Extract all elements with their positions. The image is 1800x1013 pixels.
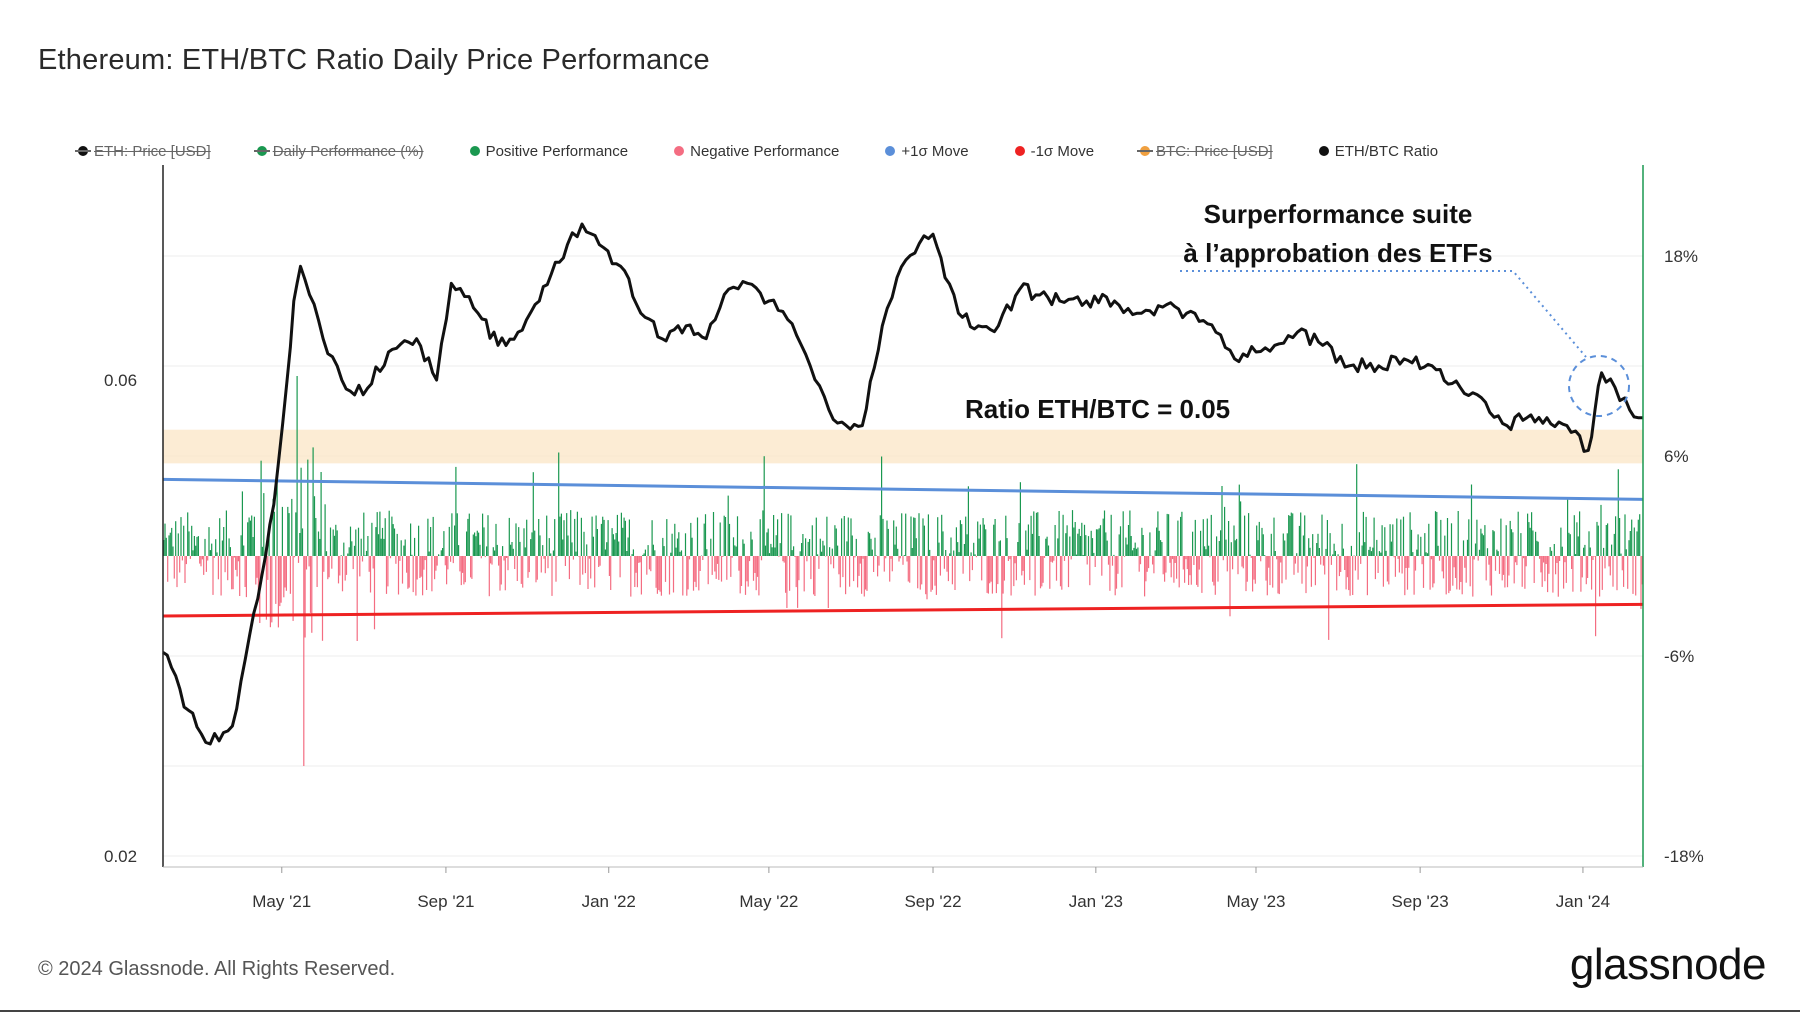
x-axis-ticks: May '21 Sep '21 Jan '22 May '22 Sep '22 Jan '…: [252, 867, 1610, 911]
right-tick-label: -18%: [1664, 847, 1704, 866]
left-tick-label: 0.02: [104, 847, 137, 866]
legend-item-eth-btc-ratio[interactable]: ETH/BTC Ratio: [1318, 142, 1439, 160]
right-tick-label: 6%: [1664, 447, 1689, 466]
legend-label: ETH: Price [USD]: [94, 142, 211, 160]
legend-swatch: [1318, 146, 1329, 156]
left-axis-ticks: 0.06 0.02: [104, 371, 137, 866]
legend-item-daily-performance[interactable]: Daily Performance (%): [253, 142, 424, 160]
etf-leader-line: [1180, 270, 1587, 358]
right-tick-label: 18%: [1664, 247, 1698, 266]
legend-swatch: [674, 146, 685, 156]
legend-item-btc-price[interactable]: BTC: Price [USD]: [1137, 142, 1273, 160]
ratio-annotation: Ratio ETH/BTC = 0.05: [965, 394, 1230, 424]
copyright: © 2024 Glassnode. All Rights Reserved.: [38, 958, 396, 980]
legend-swatch: [1137, 146, 1154, 156]
legend-label: +1σ Move: [901, 142, 969, 160]
legend-label: BTC: Price [USD]: [1156, 142, 1273, 160]
legend-item-eth-price[interactable]: ETH: Price [USD]: [75, 142, 211, 160]
left-tick-label: 0.06: [104, 371, 137, 390]
legend-label: ETH/BTC Ratio: [1334, 142, 1439, 160]
etf-note-line-2: à l’approbation des ETFs: [1183, 238, 1492, 268]
bottom-rule: [0, 1010, 1800, 1012]
legend-swatch: [75, 146, 91, 156]
legend-label: -1σ Move: [1030, 142, 1095, 160]
glassnode-logo: glassnode: [1569, 940, 1767, 989]
legend-swatch: [1014, 146, 1025, 156]
etf-note-line-1: Surperformance suite: [1204, 199, 1473, 229]
legend-item-minus-sigma[interactable]: -1σ Move: [1014, 142, 1095, 160]
x-tick-label: Jan '24: [1556, 892, 1610, 911]
x-tick-label: Sep '21: [417, 892, 474, 911]
ratio-highlight-band: [163, 429, 1643, 464]
x-tick-label: Jan '22: [582, 892, 636, 911]
minus-sigma-line: [162, 602, 1644, 618]
x-tick-label: Sep '23: [1392, 892, 1449, 911]
legend-label: Daily Performance (%): [272, 142, 424, 160]
axes: [162, 165, 1644, 868]
daily-performance-bars: [163, 376, 1643, 766]
legend-swatch: [253, 146, 270, 156]
etf-highlight-circle: [1568, 355, 1630, 417]
legend-label: Negative Performance: [690, 142, 840, 160]
annotations: Surperformance suite à l’approbation des…: [965, 199, 1630, 424]
x-tick-label: May '22: [739, 892, 798, 911]
chart-title: Ethereum: ETH/BTC Ratio Daily Price Perf…: [38, 44, 710, 76]
legend-swatch: [885, 146, 896, 156]
plus-sigma-line: [162, 477, 1644, 501]
right-axis-ticks: 18% 6% -6% -18%: [1664, 247, 1704, 866]
x-tick-label: Jan '23: [1069, 892, 1123, 911]
legend-swatch: [469, 146, 480, 156]
legend-item-positive-performance[interactable]: Positive Performance: [469, 142, 629, 160]
legend-label: Positive Performance: [485, 142, 629, 160]
x-tick-label: Sep '22: [904, 892, 961, 911]
chart-legend: ETH: Price [USD] Daily Performance (%) P…: [75, 140, 1484, 162]
eth-btc-ratio-line: [162, 222, 1644, 746]
x-tick-label: May '21: [252, 892, 311, 911]
legend-item-negative-performance[interactable]: Negative Performance: [674, 143, 839, 160]
x-tick-label: May '23: [1226, 892, 1285, 911]
right-tick-label: -6%: [1664, 647, 1694, 666]
legend-item-plus-sigma[interactable]: +1σ Move: [885, 142, 969, 160]
